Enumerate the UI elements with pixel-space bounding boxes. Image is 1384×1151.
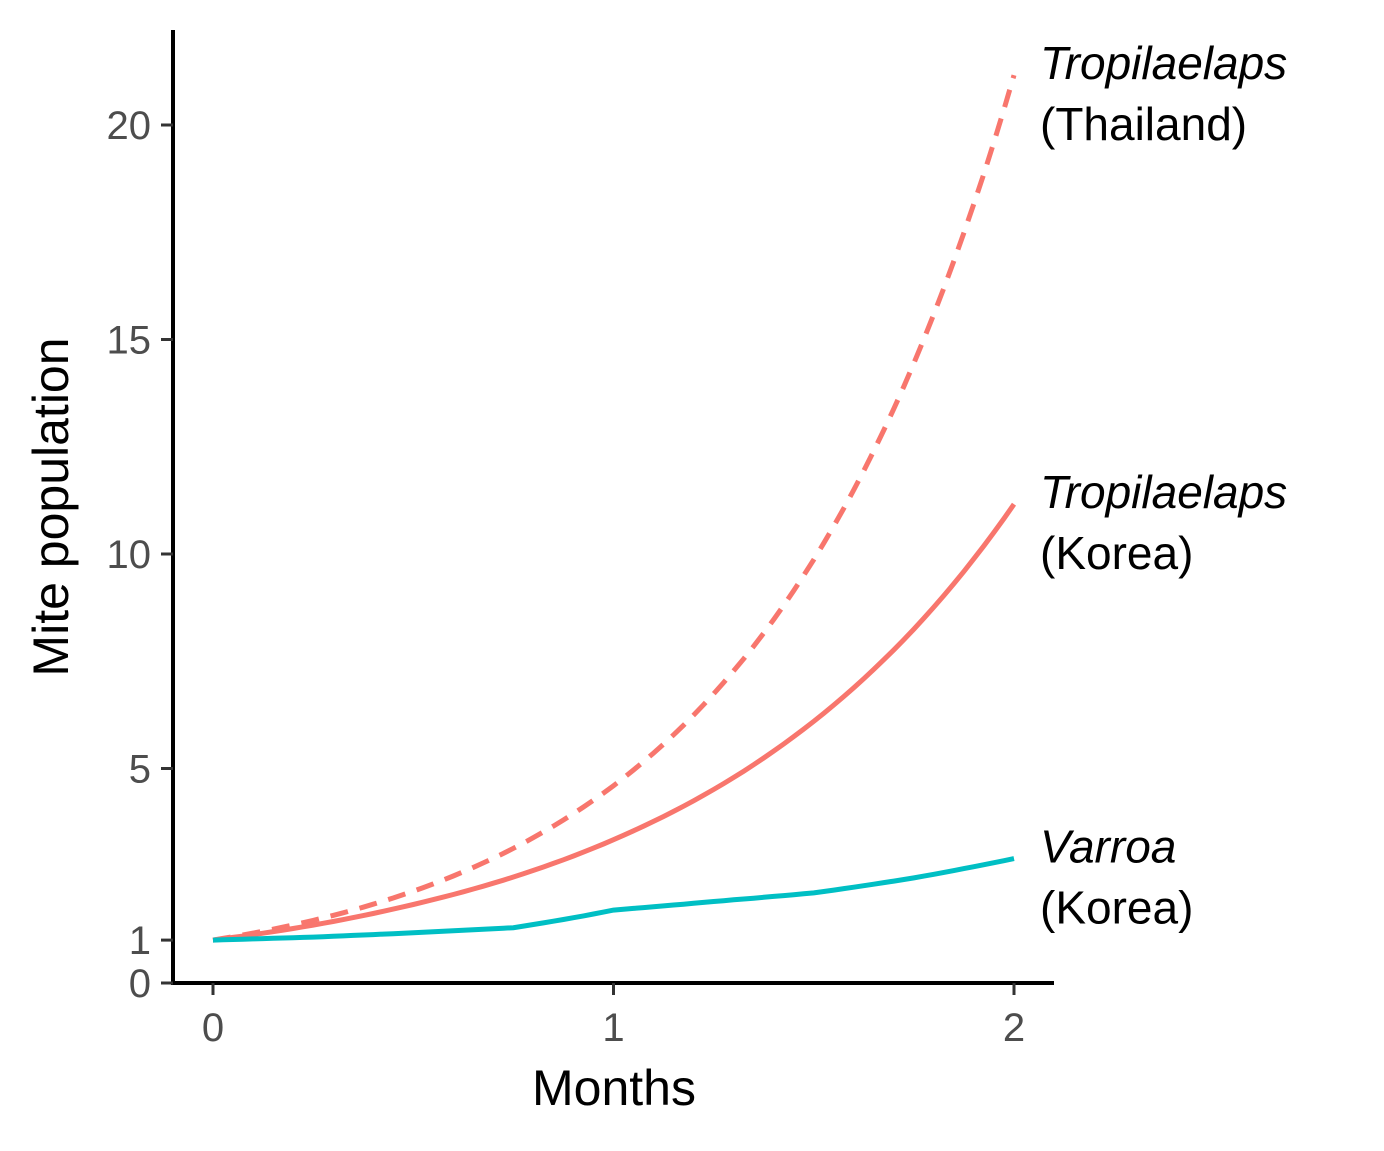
y-tick-label: 0 xyxy=(129,962,151,1006)
y-axis-title: Mite population xyxy=(23,337,79,676)
x-tick-label: 1 xyxy=(602,1006,624,1050)
series-label-tropilaelaps_korea-name: Tropilaelaps xyxy=(1040,466,1287,518)
series-label-tropilaelaps_korea-region: (Korea) xyxy=(1040,527,1193,579)
series-label-tropilaelaps_thailand-region: (Thailand) xyxy=(1040,98,1247,150)
series-line-tropilaelaps_korea xyxy=(212,502,1017,943)
series-line-tropilaelaps_thailand xyxy=(212,74,1017,943)
series-labels: Tropilaelaps (Thailand) Tropilaelaps (Korea… xyxy=(1040,37,1287,933)
x-tick-label: 2 xyxy=(1003,1006,1025,1050)
y-tick-label: 15 xyxy=(107,319,152,363)
y-tick-label: 5 xyxy=(129,748,151,792)
series-label-varroa_korea-region: (Korea) xyxy=(1040,882,1193,934)
x-tick-label: 0 xyxy=(202,1006,224,1050)
series-layer xyxy=(212,74,1017,943)
y-tick-label: 20 xyxy=(107,104,152,148)
x-axis-title: Months xyxy=(532,1060,696,1116)
y-tick-label: 10 xyxy=(107,533,152,577)
series-label-varroa_korea-name: Varroa xyxy=(1040,821,1176,873)
y-tick-label: 1 xyxy=(129,919,151,963)
series-line-varroa_korea xyxy=(212,856,1015,943)
series-label-tropilaelaps_thailand-name: Tropilaelaps xyxy=(1040,37,1287,89)
